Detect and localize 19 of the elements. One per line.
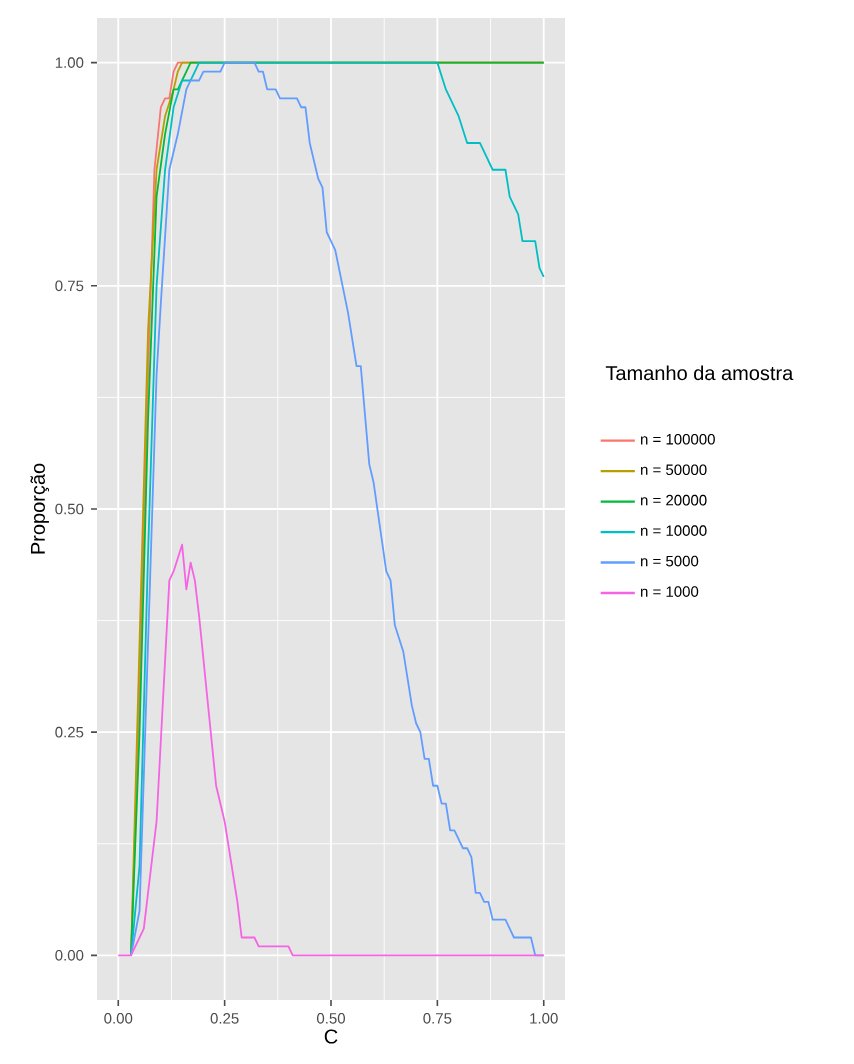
y-tick-label: 0.25 <box>55 726 84 738</box>
y-tick-label: 1.00 <box>55 57 84 68</box>
x-tick-label: 0.75 <box>423 1013 452 1024</box>
x-axis-title: C <box>324 1029 338 1044</box>
x-tick-label: 0.00 <box>104 1013 133 1024</box>
x-tick-label: 0.25 <box>210 1013 239 1024</box>
x-tick-label: 0.50 <box>317 1013 345 1024</box>
y-axis-title: Proporção <box>30 463 49 554</box>
y-tick-label: 0.50 <box>55 503 84 515</box>
y-tick-label: 0.00 <box>55 950 84 961</box>
legend-label: n = 10000 <box>641 525 707 536</box>
legend-label: n = 100000 <box>641 433 715 445</box>
legend-label: n = 1000 <box>641 586 699 597</box>
x-tick-label: 1.00 <box>530 1013 558 1024</box>
legend-label: n = 5000 <box>641 555 699 567</box>
legend-label: n = 50000 <box>641 464 707 476</box>
y-tick-label: 0.75 <box>55 280 84 292</box>
legend-label: n = 20000 <box>641 494 707 506</box>
legend-title: Tamanho da amostra <box>605 365 794 381</box>
